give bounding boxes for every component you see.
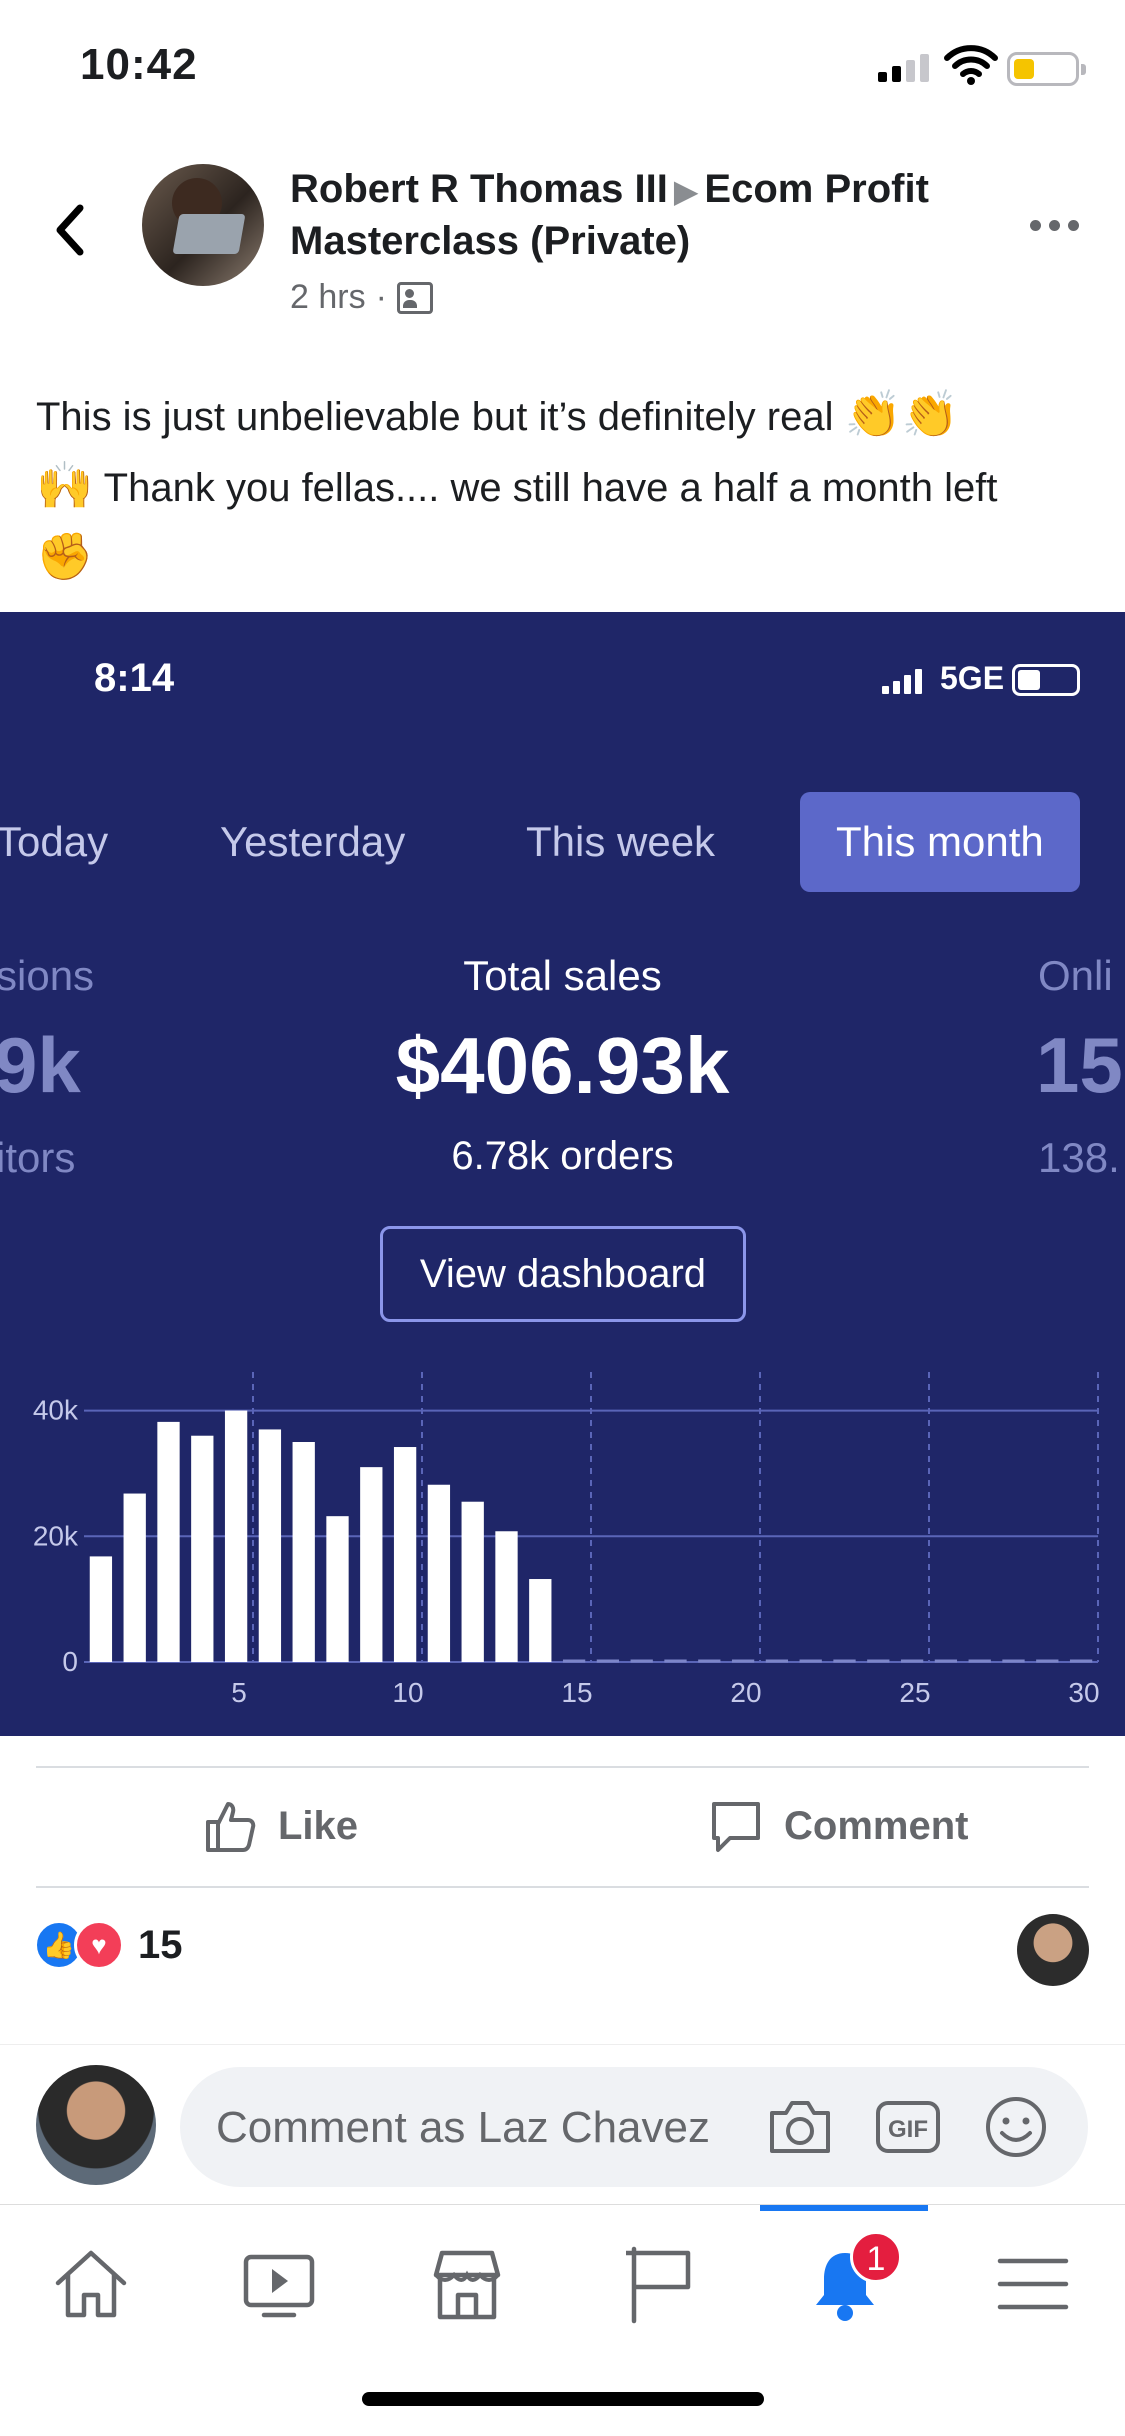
tab-yesterday: Yesterday	[220, 818, 406, 865]
chart-bar	[258, 1429, 282, 1662]
embedded-sales-screenshot[interactable]: 8:14 5GE Today Yesterday This week This …	[0, 612, 1125, 1736]
reactor-avatar[interactable]	[1017, 1914, 1089, 1986]
notifications-tab[interactable]: 1	[800, 2231, 902, 2329]
x-tick-label: 30	[1068, 1677, 1099, 1708]
comment-bubble-icon	[712, 1802, 760, 1852]
x-tick-label: 20	[730, 1677, 761, 1708]
orders-count: 6.78k orders	[451, 1134, 674, 1178]
meta-separator: ·	[375, 278, 387, 316]
post-meta: 2 hrs ·	[290, 278, 433, 317]
left-stat-sub: itors	[0, 1134, 76, 1181]
reaction-count: 15	[138, 1922, 183, 1967]
like-label: Like	[278, 1803, 359, 1848]
menu-hamburger-icon[interactable]	[988, 2239, 1078, 2329]
x-tick-label: 10	[392, 1677, 423, 1708]
tab-this-month: This month	[800, 792, 1080, 892]
monthly-sales-chart: 0 20k 40k 5 10 15 20 25 30	[33, 1372, 1100, 1708]
chart-bar	[191, 1435, 214, 1662]
gif-label: GIF	[888, 2116, 928, 2143]
divider	[36, 1886, 1089, 1888]
chart-bar	[326, 1516, 349, 1662]
home-indicator	[362, 2392, 764, 2406]
emoji-smiley-icon[interactable]	[980, 2093, 1052, 2161]
x-tick-label: 5	[231, 1677, 247, 1708]
thumbs-up-icon	[206, 1802, 256, 1852]
status-time: 10:42	[80, 40, 198, 89]
current-user-avatar[interactable]	[36, 2065, 156, 2185]
total-sales-label: Total sales	[463, 952, 662, 999]
chart-bar	[224, 1410, 248, 1662]
left-stat-label: sions	[0, 952, 95, 999]
active-tab-indicator	[760, 2205, 928, 2211]
wifi-icon	[944, 45, 998, 85]
x-tick-label: 25	[899, 1677, 930, 1708]
chart-bar	[360, 1467, 383, 1662]
y-tick-label: 20k	[33, 1520, 79, 1551]
tab-today: Today	[0, 818, 109, 865]
battery-icon	[1007, 52, 1086, 86]
divider	[36, 1766, 1089, 1768]
home-icon[interactable]	[46, 2239, 136, 2329]
author-name[interactable]: Robert R Thomas III	[290, 167, 668, 211]
chart-bar	[123, 1493, 146, 1662]
right-stat-value: 15	[1036, 1021, 1123, 1109]
chart-bar	[529, 1579, 552, 1662]
date-range-tabs: Today Yesterday This week This month	[0, 792, 1125, 892]
post-text-line1: This is just unbelievable but it’s defin…	[36, 395, 834, 439]
right-stat-label: Onli	[1038, 952, 1113, 999]
total-sales-value: $406.93k	[395, 1021, 730, 1110]
shot-network-label: 5GE	[940, 660, 1005, 696]
clapping-hands-icon: 👏👏	[844, 388, 960, 440]
group-name[interactable]: Ecom Profit Masterclass (Private)	[290, 167, 929, 263]
reactions-summary[interactable]: 👍 ♥ 15	[34, 1920, 183, 1970]
raising-hands-icon: 🙌	[36, 459, 94, 511]
comment-input[interactable]: Comment as Laz Chavez GIF	[180, 2067, 1088, 2187]
author-avatar[interactable]	[142, 164, 264, 286]
y-tick-label: 0	[62, 1646, 78, 1677]
view-dashboard-button: View dashboard	[380, 1226, 746, 1322]
left-stat-value: 9k	[0, 1021, 81, 1109]
pages-flag-icon[interactable]	[612, 2239, 702, 2329]
love-reaction-icon: ♥	[74, 1920, 124, 1970]
comment-label: Comment	[784, 1803, 969, 1848]
tab-this-week: This week	[526, 818, 716, 865]
like-button[interactable]: Like	[200, 1790, 358, 1862]
post-time[interactable]: 2 hrs	[290, 278, 366, 316]
like-reaction-icon: 👍	[34, 1920, 84, 1970]
chart-bar	[393, 1447, 417, 1662]
camera-icon[interactable]	[764, 2093, 836, 2161]
post-text-line2: Thank you fellas.... we still have a hal…	[103, 466, 998, 510]
comment-button[interactable]: Comment	[706, 1790, 968, 1862]
status-bar: 10:42	[0, 0, 1125, 140]
y-tick-label: 40k	[33, 1395, 79, 1426]
post-header: Robert R Thomas III ▶ Ecom Profit Mastercl…	[0, 150, 1125, 330]
post-body: This is just unbelievable but it’s defin…	[36, 380, 1096, 593]
chart-bar	[292, 1442, 315, 1662]
back-chevron-icon[interactable]	[46, 198, 94, 262]
shot-signal-icon	[882, 668, 922, 694]
comment-composer: Comment as Laz Chavez GIF	[0, 2044, 1125, 2204]
chart-bar	[461, 1501, 484, 1662]
group-privacy-icon	[396, 281, 433, 314]
marketplace-icon[interactable]	[422, 2239, 512, 2329]
chart-bar	[495, 1531, 518, 1662]
chart-bar	[427, 1484, 451, 1662]
cellular-signal-icon	[878, 52, 929, 82]
more-options-icon[interactable]	[1030, 220, 1079, 231]
gif-icon[interactable]: GIF	[872, 2093, 944, 2161]
chart-bar	[89, 1556, 113, 1662]
chart-bar	[157, 1421, 180, 1662]
right-stat-sub: 138.	[1038, 1134, 1120, 1181]
raised-fist-icon: ✊	[36, 530, 94, 582]
shot-status-time: 8:14	[94, 656, 175, 700]
comment-placeholder: Comment as Laz Chavez	[216, 2103, 710, 2152]
shot-battery-icon	[1012, 664, 1080, 696]
post-title[interactable]: Robert R Thomas III ▶ Ecom Profit Mastercl…	[290, 164, 1010, 266]
watch-video-icon[interactable]	[234, 2239, 324, 2329]
x-tick-label: 15	[561, 1677, 592, 1708]
arrow-right-icon: ▶	[673, 173, 699, 209]
notification-badge: 1	[850, 2231, 902, 2283]
